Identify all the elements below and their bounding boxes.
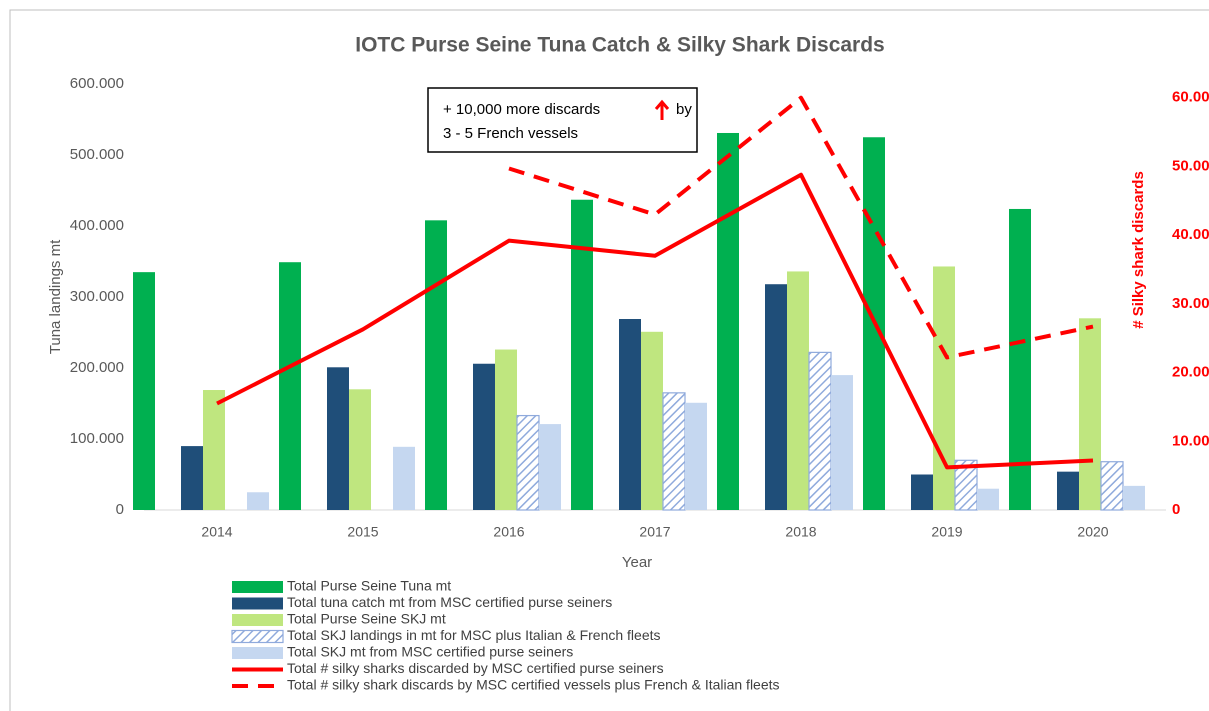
y2-tick-label: 0 xyxy=(1172,501,1180,518)
legend-swatch xyxy=(232,647,283,659)
bar xyxy=(685,402,707,510)
annotation-text: + 10,000 more discards xyxy=(443,101,600,118)
y-tick-label: 600.000 xyxy=(70,75,124,92)
legend-label: Total # silky sharks discarded by MSC ce… xyxy=(287,660,664,676)
y-tick-label: 400.000 xyxy=(70,217,124,234)
x-tick-label: 2016 xyxy=(493,524,524,540)
bar xyxy=(393,446,415,510)
bar xyxy=(619,319,641,510)
y2-tick-label: 40.000 xyxy=(1172,226,1209,243)
legend-label: Total # silky shark discards by MSC cert… xyxy=(287,677,780,693)
annotation: + 10,000 more discards by 3 - 5 French v… xyxy=(427,87,698,153)
bar xyxy=(977,488,999,510)
y-tick-label: 0 xyxy=(116,501,124,518)
bar xyxy=(1057,471,1079,510)
bar xyxy=(539,424,561,510)
bar xyxy=(247,492,269,510)
annotation-text: by xyxy=(676,101,692,118)
annotation-box xyxy=(427,87,698,153)
bar xyxy=(425,220,447,510)
bar xyxy=(787,271,809,510)
line-series xyxy=(508,95,1094,360)
bar xyxy=(181,446,203,510)
bar xyxy=(662,392,686,511)
legend-label: Total Purse Seine Tuna mt xyxy=(287,578,451,594)
legend-label: Total SKJ landings in mt for MSC plus It… xyxy=(287,627,661,643)
bar xyxy=(911,474,933,510)
x-tick-label: 2020 xyxy=(1077,524,1108,540)
x-tick-label: 2014 xyxy=(201,524,232,540)
y2-tick-label: 60.000 xyxy=(1172,89,1209,106)
legend-swatch xyxy=(232,581,283,593)
bar xyxy=(831,375,853,510)
bar xyxy=(808,351,832,511)
x-tick-label: 2015 xyxy=(347,524,378,540)
annotation-text: 3 - 5 French vessels xyxy=(443,125,578,142)
bar xyxy=(279,262,301,510)
annotation-arrow xyxy=(654,99,670,120)
y2-axis-label: # Silky shark discards xyxy=(1130,171,1147,329)
bar xyxy=(571,199,593,511)
bar xyxy=(133,272,155,510)
bar xyxy=(1079,318,1101,510)
legend-label: Total Purse Seine SKJ mt xyxy=(287,611,446,627)
y-tick-label: 300.000 xyxy=(70,288,124,305)
bar xyxy=(516,414,540,511)
legend-swatch xyxy=(232,614,283,626)
y2-tick-label: 10.000 xyxy=(1172,432,1209,449)
bar xyxy=(1009,208,1031,510)
bar xyxy=(717,132,739,511)
bar xyxy=(641,331,663,510)
legend-swatch xyxy=(232,597,283,610)
y-axis-label: Tuna landings mt xyxy=(47,239,64,354)
y2-tick-label: 20.000 xyxy=(1172,364,1209,381)
y-tick-label: 500.000 xyxy=(70,146,124,163)
bar xyxy=(1100,461,1124,511)
bar xyxy=(933,266,955,510)
x-tick-label: 2018 xyxy=(785,524,816,540)
bar xyxy=(1123,485,1145,510)
bar xyxy=(495,349,517,510)
line-series xyxy=(216,172,1094,470)
x-axis-label: Year xyxy=(622,554,652,571)
bar xyxy=(327,367,349,510)
chart-title: IOTC Purse Seine Tuna Catch & Silky Shar… xyxy=(355,34,884,57)
x-tick-label: 2019 xyxy=(931,524,962,540)
y-tick-label: 200.000 xyxy=(70,359,124,376)
bar xyxy=(473,363,495,510)
legend-label: Total tuna catch mt from MSC certified p… xyxy=(287,594,612,610)
bar xyxy=(765,284,787,510)
legend-swatch xyxy=(231,629,284,644)
legend-label: Total SKJ mt from MSC certified purse se… xyxy=(287,644,573,660)
y2-tick-label: 30.000 xyxy=(1172,295,1209,312)
bar xyxy=(349,389,371,510)
x-tick-label: 2017 xyxy=(639,524,670,540)
bar xyxy=(203,390,225,510)
y2-tick-label: 50.000 xyxy=(1172,157,1209,174)
bar xyxy=(954,459,978,511)
y-tick-label: 100.000 xyxy=(70,430,124,447)
